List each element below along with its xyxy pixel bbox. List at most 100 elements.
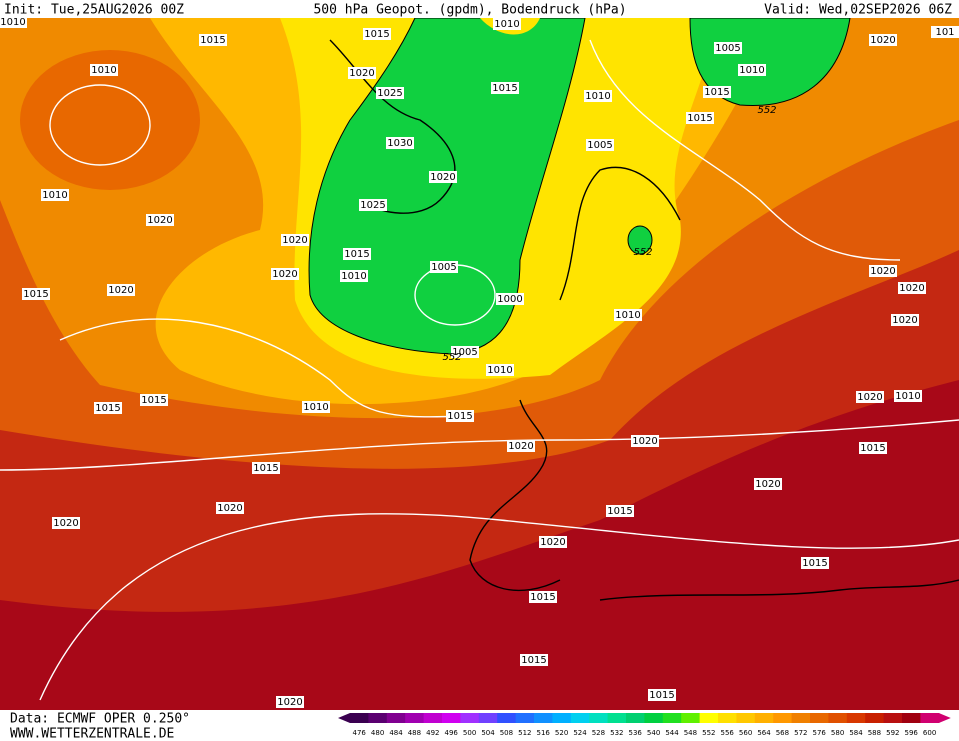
isobar-label: 1015 (860, 443, 885, 454)
colorbar-tick-label: 536 (629, 729, 643, 737)
isobar-label: 1020 (899, 283, 924, 294)
coastline (599, 579, 959, 601)
colorbar-arrow-right (938, 713, 951, 723)
isobar-label: 1015 (253, 463, 278, 474)
colorbar-tick-label: 588 (868, 729, 881, 737)
colorbar-tick-label: 596 (905, 729, 919, 737)
field-green-ne (689, 17, 851, 107)
isobar-label-box (363, 28, 391, 40)
colorbar-swatch (534, 713, 553, 723)
isobar-label: 1010 (91, 65, 116, 76)
isobar-label-box (52, 517, 80, 529)
isobar-label: 1020 (282, 235, 307, 246)
isobar-label: 1015 (344, 249, 369, 260)
isobar-label: 1020 (870, 266, 895, 277)
colorbar-tick-label: 480 (371, 729, 384, 737)
field-green (308, 17, 586, 355)
colorbar-swatch (607, 713, 627, 723)
isobar-label: 1005 (431, 262, 456, 273)
valid-time: Valid: Wed,02SEP2026 06Z (764, 3, 952, 18)
isobar-label: 1020 (540, 537, 565, 548)
colorbar-swatch (681, 713, 701, 723)
isobar-label: 1025 (377, 88, 402, 99)
isobar-label: 1015 (521, 655, 546, 666)
site-name: WWW.WETTERZENTRALE.DE (10, 727, 174, 741)
isobar-label: 1005 (587, 140, 612, 151)
isobar-label: 1015 (687, 113, 712, 124)
colorbar-tick-label: 524 (573, 729, 587, 737)
isobar-label-box (146, 214, 174, 226)
colorbar-swatch (718, 713, 737, 723)
colorbar-tick-label: 584 (849, 729, 863, 737)
colorbar-swatch (754, 713, 774, 723)
contour-label: 552 (757, 105, 776, 116)
isobar-label: 1030 (387, 138, 412, 149)
isobar-label-box (738, 64, 766, 76)
isobar-label-box (648, 689, 676, 701)
colorbar-tick-label: 520 (555, 729, 568, 737)
coastline (329, 39, 456, 214)
colorbar-swatch (460, 713, 480, 723)
isobar-label-box (276, 696, 304, 708)
colorbar-swatch (570, 713, 590, 723)
colorbar-tick-label: 576 (813, 729, 827, 737)
isobar-label: 1020 (870, 35, 895, 46)
isobar-label: 1020 (508, 441, 533, 452)
isobar-label-box (539, 536, 567, 548)
colorbar-tick-label: 516 (537, 729, 551, 737)
contour-label: 552 (442, 352, 461, 363)
isobar-label-box (376, 87, 404, 99)
isobar-label: 1015 (802, 558, 827, 569)
header-bar (0, 0, 959, 18)
colorbar-tick-label: 600 (923, 729, 936, 737)
isobar-label: 1020 (272, 269, 297, 280)
isobar-label: 1015 (530, 592, 555, 603)
map-title: 500 hPa Geopot. (gpdm), Bodendruck (hPa) (313, 3, 626, 18)
isobar-label: 1010 (739, 65, 764, 76)
isobar-label: 1020 (892, 315, 917, 326)
colorbar-arrow-left (338, 713, 350, 723)
isobar-label-box (216, 502, 244, 514)
isobar-label: 1010 (42, 190, 67, 201)
isobar-label-box (446, 410, 474, 422)
contour-label: 552 (633, 247, 652, 258)
isobar-label: 1010 (615, 310, 640, 321)
colorbar-swatch (846, 713, 866, 723)
isobar-label-box (271, 268, 299, 280)
isobar-label: 1020 (430, 172, 455, 183)
isobar-label: 1010 (341, 271, 366, 282)
isobar-label: 1010 (0, 17, 25, 28)
isobar-label: 1020 (108, 285, 133, 296)
isobar-label-box (491, 82, 519, 94)
isobar-label: 101 (935, 27, 954, 38)
isobar-label-box (486, 364, 514, 376)
isobar (59, 318, 461, 418)
colorbar-swatch (350, 713, 369, 723)
isobar-label-box (686, 112, 714, 124)
colorbar-tick-label: 568 (776, 729, 789, 737)
isobar-label-box (22, 288, 50, 300)
isobar-label: 1010 (895, 391, 920, 402)
isobar-label: 1005 (452, 347, 477, 358)
colorbar-tick-label: 544 (665, 729, 679, 737)
isobar-label-box (252, 462, 280, 474)
coastline (559, 166, 681, 301)
colorbar-swatch (552, 713, 572, 723)
isobar-label-box (359, 199, 387, 211)
isobar-label: 1020 (217, 503, 242, 514)
isobar-label-box (496, 293, 524, 305)
isobar-label-box (107, 284, 135, 296)
isobar-label-box (430, 261, 458, 273)
colorbar-tick-label: 540 (647, 729, 660, 737)
isobar-label: 1020 (349, 68, 374, 79)
colorbar-tick-label: 592 (886, 729, 899, 737)
colorbar-tick-label: 512 (518, 729, 531, 737)
colorbar-tick-label: 504 (481, 729, 495, 737)
isobar-label-box (41, 189, 69, 201)
colorbar-swatch (497, 713, 517, 723)
isobar-label: 1015 (492, 83, 517, 94)
isobar-label-box (520, 654, 548, 666)
colorbar-swatch (736, 713, 756, 723)
isobar-label-box (714, 42, 742, 54)
colorbar-swatch (791, 713, 811, 723)
